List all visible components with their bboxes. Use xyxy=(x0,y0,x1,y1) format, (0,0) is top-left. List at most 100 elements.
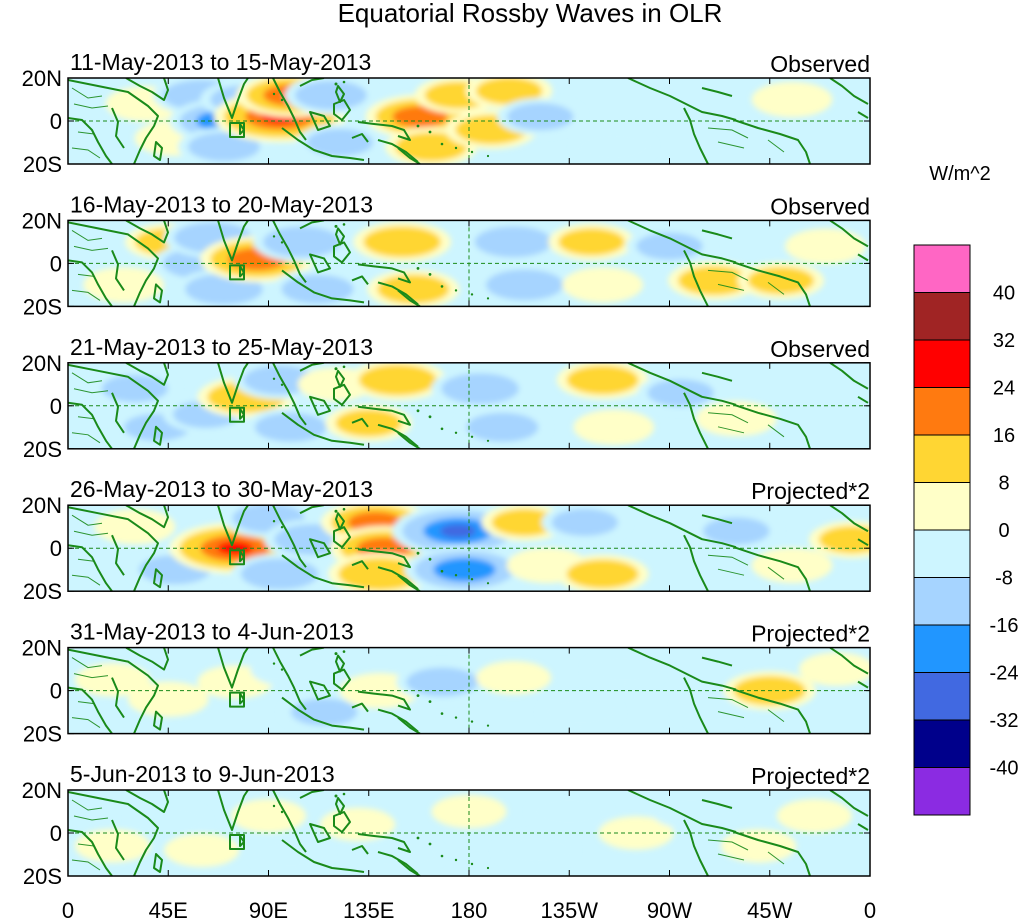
map-panel: 11-May-2013 to 15-May-2013 Observed 20N 0 20… xyxy=(22,49,871,177)
anomaly-halo xyxy=(361,836,443,873)
anomaly-contour xyxy=(551,508,619,536)
x-tick-label: 90E xyxy=(249,898,288,922)
anomaly-contour xyxy=(290,698,358,726)
colorbar-swatch xyxy=(913,244,971,293)
x-tick-label: 45W xyxy=(747,898,792,922)
panel-date-range: 31-May-2013 to 4-Jun-2013 xyxy=(70,619,354,645)
anomaly-contour xyxy=(647,379,714,407)
anomaly-contour xyxy=(335,409,402,437)
x-tick-label: 0 xyxy=(62,898,74,922)
y-tick-label: 20S xyxy=(23,152,62,177)
y-tick-label: 20N xyxy=(22,351,62,376)
anomaly-contour xyxy=(281,274,354,304)
anomaly-halo xyxy=(528,793,610,830)
colorbar-tick-label: -16 xyxy=(990,615,1019,637)
x-tick-label: 135E xyxy=(343,898,394,922)
colorbar-swatch xyxy=(913,767,971,816)
colorbar-swatch xyxy=(913,577,971,626)
panel-group: 11-May-2013 to 15-May-2013 Observed 20N 0 20… xyxy=(22,49,871,889)
y-tick-label: 20S xyxy=(23,579,62,604)
anomaly-contour xyxy=(636,232,703,260)
anomaly-contour xyxy=(363,226,441,258)
y-tick-label: 20S xyxy=(23,722,62,747)
anomaly-contour xyxy=(338,557,422,591)
panel-status: Projected*2 xyxy=(751,621,870,647)
anomaly-contour xyxy=(358,364,437,396)
panel-status: Observed xyxy=(770,51,870,77)
colorbar-swatch xyxy=(913,529,971,578)
anomaly-halo xyxy=(651,793,733,830)
panel-date-range: 16-May-2013 to 20-May-2013 xyxy=(70,191,373,217)
anomaly-contour xyxy=(406,667,479,697)
colorbar-tick-label: 40 xyxy=(993,283,1015,305)
map-panel: 16-May-2013 to 20-May-2013 Observed 20N 0 20… xyxy=(22,191,871,319)
x-tick-label: 90W xyxy=(647,898,692,922)
panel-status: Observed xyxy=(770,193,870,219)
anomaly-contour xyxy=(440,524,476,538)
anomaly-contour xyxy=(475,78,543,105)
anomaly-contour xyxy=(306,128,373,157)
colorbar-swatch xyxy=(913,292,971,341)
panel-date-range: 5-Jun-2013 to 9-Jun-2013 xyxy=(70,761,335,787)
anomaly-halo xyxy=(573,409,655,445)
colorbar-tick-label: -32 xyxy=(990,710,1019,732)
anomaly-halo xyxy=(798,652,870,686)
colorbar-swatch xyxy=(913,482,971,531)
colorbar-tick-label: -40 xyxy=(990,758,1019,780)
anomaly-halo xyxy=(584,651,666,687)
anomaly-contour xyxy=(747,267,815,295)
anomaly-contour xyxy=(377,274,450,304)
anomaly-contour xyxy=(558,228,625,256)
anomaly-contour xyxy=(263,226,341,258)
anomaly-halo xyxy=(230,799,307,833)
y-tick-label: 20S xyxy=(23,864,62,889)
anomaly-contour xyxy=(491,508,558,536)
anomaly-halo xyxy=(250,836,332,873)
colorbar-tick-label: 32 xyxy=(993,330,1015,352)
x-tick-label: 180 xyxy=(451,898,488,922)
y-tick-label: 0 xyxy=(50,821,62,846)
anomaly-halo xyxy=(127,802,209,838)
colorbar-swatch xyxy=(913,719,971,768)
y-tick-label: 20N xyxy=(22,66,62,91)
panel-date-range: 11-May-2013 to 15-May-2013 xyxy=(70,49,371,75)
colorbar-tick-label: 0 xyxy=(998,520,1009,542)
y-tick-label: 0 xyxy=(50,109,62,134)
panel-status: Projected*2 xyxy=(751,763,870,789)
anomaly-halo xyxy=(127,681,209,717)
anomaly-contour xyxy=(294,80,367,110)
panel-date-range: 26-May-2013 to 30-May-2013 xyxy=(70,476,373,502)
colorbar: W/m^2 40 32 24 16 8 0 -8 -16 -24 -32 -40 xyxy=(913,163,1019,816)
colorbar-tick-label: 16 xyxy=(993,425,1015,447)
y-tick-label: 0 xyxy=(50,251,62,276)
anomaly-contour xyxy=(818,526,870,554)
anomaly-halo xyxy=(562,267,644,303)
anomaly-halo xyxy=(785,228,866,264)
y-tick-label: 20N xyxy=(22,778,62,803)
colorbar-swatch xyxy=(913,672,971,721)
map-panel: 31-May-2013 to 4-Jun-2013 Projected*2 20N 0… xyxy=(22,619,871,747)
y-tick-label: 0 xyxy=(50,394,62,419)
colorbar-tick-label: -24 xyxy=(990,663,1019,685)
anomaly-contour xyxy=(566,365,639,395)
y-tick-label: 20N xyxy=(22,493,62,518)
anomaly-contour xyxy=(101,375,169,403)
anomaly-contour xyxy=(254,412,327,442)
figure-title: Equatorial Rossby Waves in OLR xyxy=(338,0,723,28)
anomaly-halo xyxy=(74,829,151,863)
anomaly-halo xyxy=(751,81,833,118)
y-tick-label: 20S xyxy=(23,437,62,462)
anomaly-contour xyxy=(187,132,260,162)
anomaly-halo xyxy=(495,832,577,868)
anomaly-halo xyxy=(776,799,852,833)
colorbar-swatch xyxy=(913,339,971,388)
x-tick-label: 135W xyxy=(541,898,599,922)
colorbar-swatch xyxy=(913,434,971,483)
anomaly-contour xyxy=(566,559,639,589)
colorbar-tick-label: 8 xyxy=(998,473,1009,495)
anomaly-halo xyxy=(539,694,621,730)
map-panel: 5-Jun-2013 to 9-Jun-2013 Projected*2 20N 0 2… xyxy=(22,761,871,889)
anomaly-halo xyxy=(573,129,655,164)
anomaly-contour xyxy=(507,103,574,131)
